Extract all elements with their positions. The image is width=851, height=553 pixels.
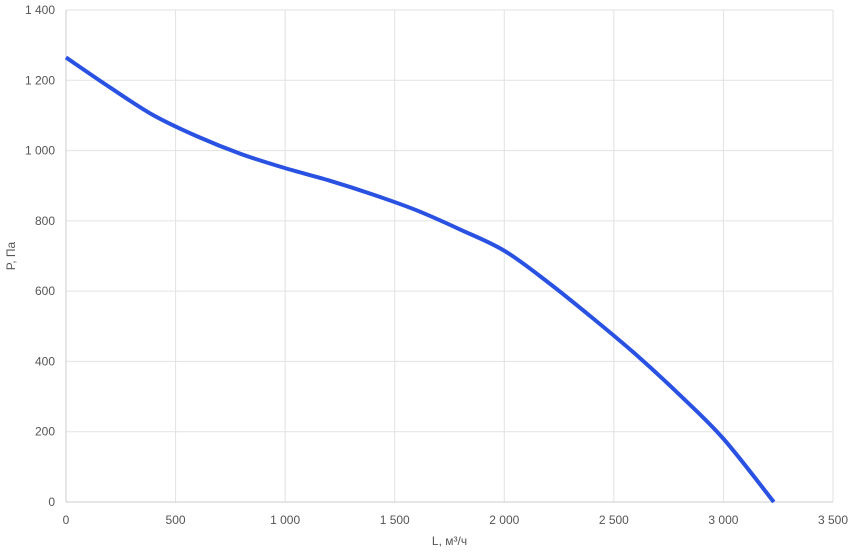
axes bbox=[65, 10, 833, 503]
y-tick-label: 200 bbox=[35, 425, 55, 439]
x-tick-label: 3 000 bbox=[708, 513, 738, 527]
x-axis-ticks: 0 500 1 000 1 500 2 000 2 500 3 000 3 500 bbox=[63, 513, 849, 527]
series-line bbox=[64, 55, 776, 504]
series-layer bbox=[64, 55, 776, 504]
y-tick-label: 1 000 bbox=[25, 144, 55, 158]
y-axis-ticks: 0 200 400 600 800 1 000 1 200 1 400 bbox=[25, 3, 55, 509]
y-tick-label: 800 bbox=[35, 214, 55, 228]
x-tick-label: 1 000 bbox=[270, 513, 300, 527]
x-tick-label: 3 500 bbox=[818, 513, 848, 527]
y-tick-label: 600 bbox=[35, 284, 55, 298]
x-tick-label: 500 bbox=[166, 513, 186, 527]
y-tick-label: 400 bbox=[35, 354, 55, 368]
grid bbox=[66, 9, 834, 502]
x-tick-label: 1 500 bbox=[380, 513, 410, 527]
y-tick-label: 1 400 bbox=[25, 3, 55, 17]
y-tick-label: 0 bbox=[48, 495, 55, 509]
y-tick-label: 1 200 bbox=[25, 73, 55, 87]
x-tick-label: 2 500 bbox=[599, 513, 629, 527]
x-tick-label: 0 bbox=[63, 513, 70, 527]
x-tick-label: 2 000 bbox=[489, 513, 519, 527]
x-axis-title: L, м³/ч bbox=[432, 534, 467, 548]
y-axis-title: P, Па bbox=[4, 241, 18, 270]
